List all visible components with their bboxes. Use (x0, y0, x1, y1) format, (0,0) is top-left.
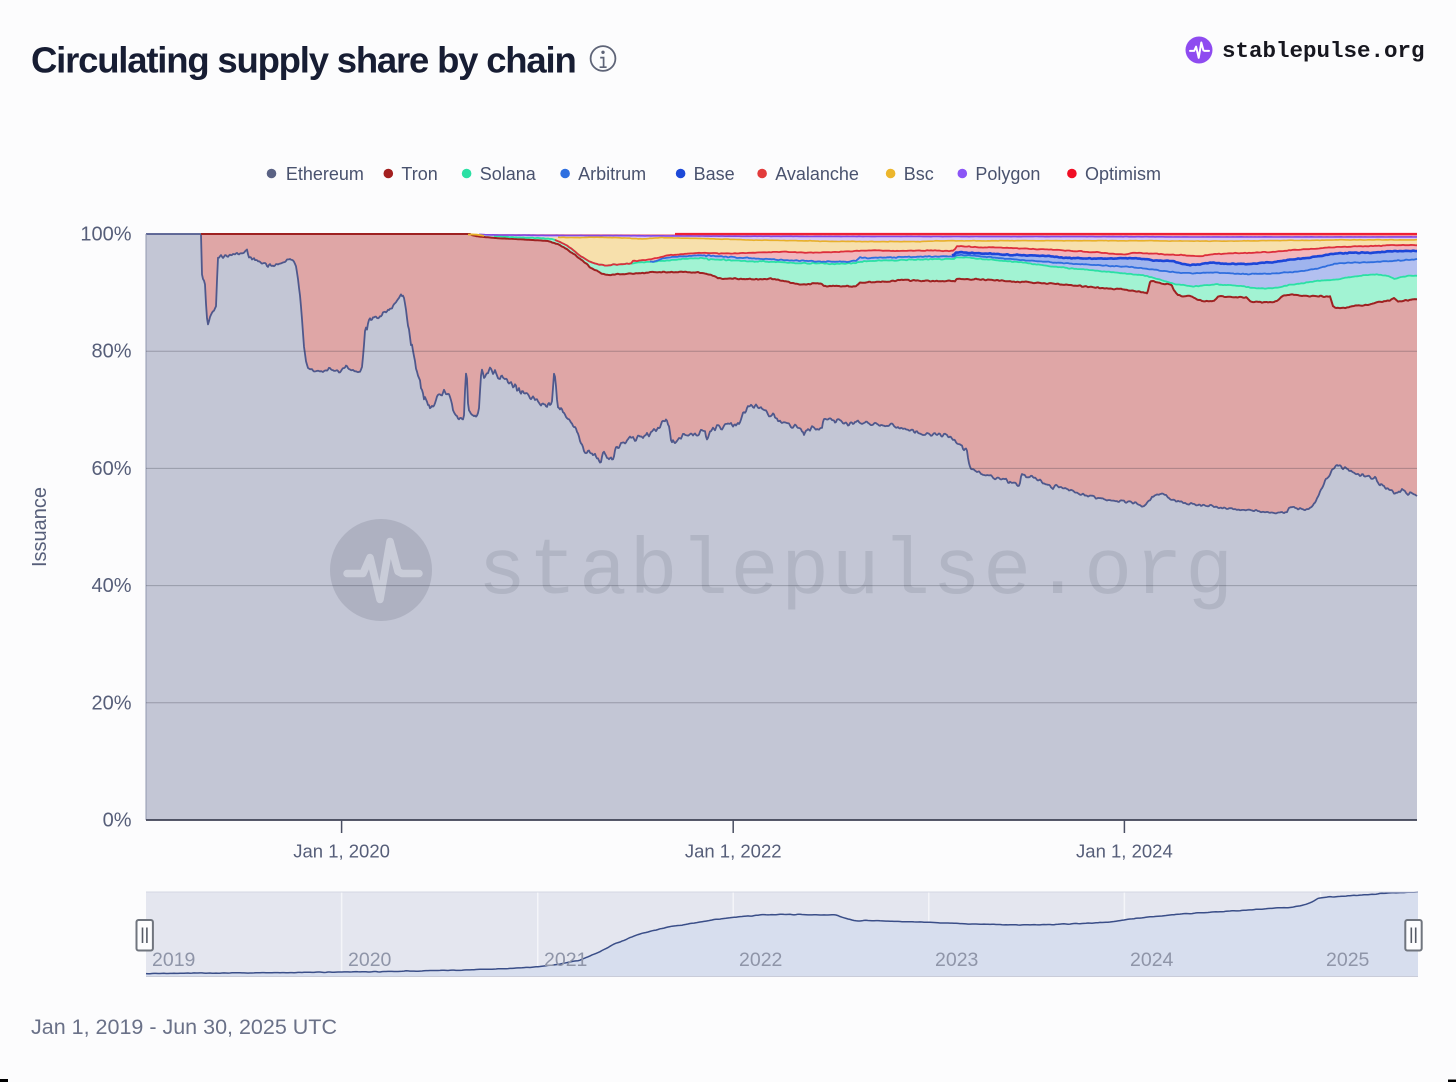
svg-text:Jan 1, 2024: Jan 1, 2024 (1076, 841, 1173, 862)
svg-text:2020: 2020 (348, 949, 392, 971)
svg-text:Circulating supply share by ch: Circulating supply share by chain (31, 40, 576, 81)
svg-text:Solana: Solana (480, 164, 537, 184)
svg-text:80%: 80% (91, 341, 131, 363)
svg-text:Jan 1, 2022: Jan 1, 2022 (685, 841, 782, 862)
svg-text:Tron: Tron (401, 164, 437, 184)
svg-text:Issuance: Issuance (29, 487, 51, 567)
svg-text:60%: 60% (91, 458, 131, 480)
svg-text:2023: 2023 (935, 949, 978, 971)
svg-text:2022: 2022 (739, 949, 782, 971)
svg-text:Optimism: Optimism (1085, 164, 1161, 184)
svg-text:Ethereum: Ethereum (286, 164, 364, 184)
svg-text:Avalanche: Avalanche (775, 164, 859, 184)
svg-text:0%: 0% (103, 810, 132, 832)
svg-text:20%: 20% (91, 692, 131, 714)
svg-text:2021: 2021 (544, 949, 587, 971)
svg-text:Jan 1, 2020: Jan 1, 2020 (293, 841, 390, 862)
svg-text:Bsc: Bsc (904, 164, 934, 184)
svg-text:40%: 40% (91, 575, 131, 597)
svg-text:2024: 2024 (1130, 949, 1174, 971)
svg-text:2025: 2025 (1326, 949, 1370, 971)
svg-text:Jan 1, 2019 - Jun 30, 2025 UTC: Jan 1, 2019 - Jun 30, 2025 UTC (31, 1015, 337, 1039)
svg-text:Base: Base (694, 164, 735, 184)
svg-text:Polygon: Polygon (975, 164, 1040, 184)
svg-text:100%: 100% (80, 224, 131, 246)
svg-text:Arbitrum: Arbitrum (578, 164, 646, 184)
svg-text:stablepulse.org: stablepulse.org (1222, 38, 1425, 64)
svg-text:stablepulse.org: stablepulse.org (478, 527, 1236, 618)
svg-text:2019: 2019 (152, 949, 195, 971)
